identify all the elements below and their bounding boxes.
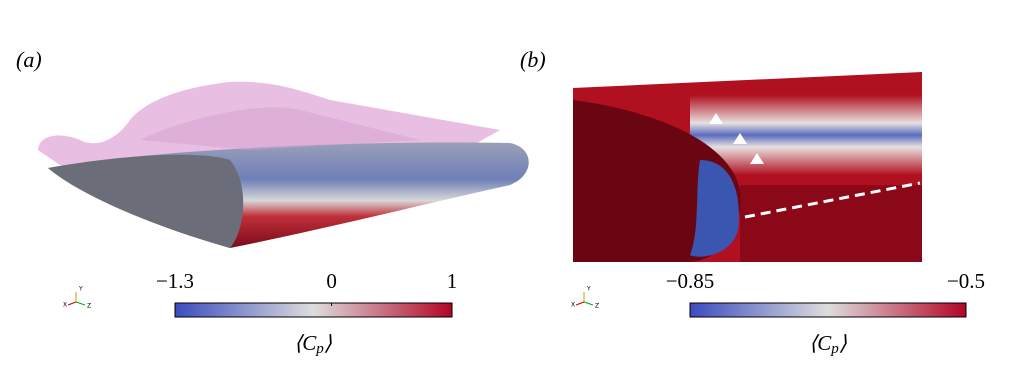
triad-label: Y	[78, 286, 83, 293]
colorbar-title: ⟨Cp⟩	[294, 331, 332, 358]
wing-tip	[48, 154, 244, 248]
axis-triad	[575, 292, 594, 306]
colorbar	[689, 302, 967, 318]
triad-label: Z	[87, 303, 91, 310]
colorbar-tick-label: −0.85	[666, 269, 715, 293]
leading-edge	[690, 160, 740, 257]
vortex-surface	[140, 107, 420, 150]
marker	[750, 153, 764, 164]
panel-label: (a)	[16, 47, 42, 72]
colorbar-tick-label: −0.5	[947, 269, 985, 293]
colorbar-title: ⟨Cp⟩	[809, 331, 847, 358]
colorbar-tick-label: 1	[447, 269, 458, 293]
colorbar	[174, 302, 453, 318]
marker	[709, 113, 723, 124]
panel-label: (b)	[520, 47, 546, 72]
body	[740, 185, 922, 262]
axis-triad	[67, 292, 86, 306]
low-pressure-band	[690, 95, 922, 175]
triad-label: X	[63, 302, 67, 309]
marker	[733, 133, 747, 144]
panel-b: (b) Y X Z ⟨Cp⟩	[520, 47, 967, 358]
dashed-line	[744, 181, 921, 219]
colorbar-tick-label: −1.3	[156, 269, 194, 293]
panel-a: (a) Y X Z ⟨Cp⟩	[16, 47, 529, 357]
triad-label: Z	[595, 303, 599, 310]
triad-label: X	[571, 302, 575, 309]
colorbar-tick-label: 0	[326, 269, 337, 293]
triad-label: Y	[586, 286, 591, 293]
